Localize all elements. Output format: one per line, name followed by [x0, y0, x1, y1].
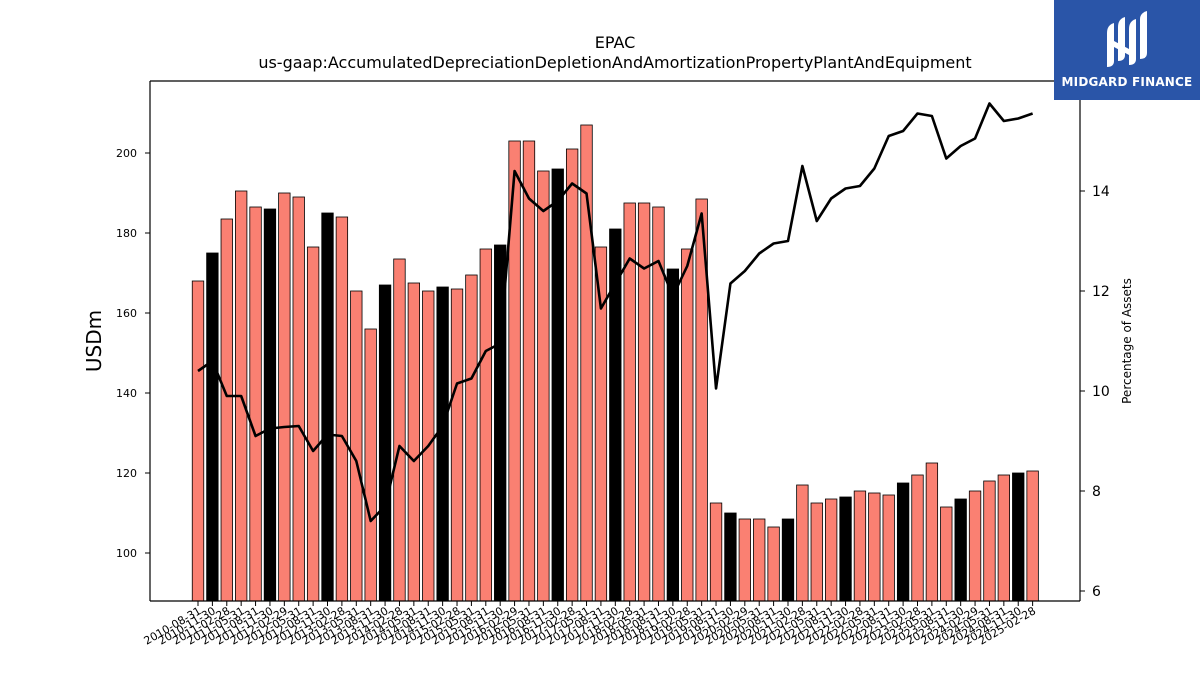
- chart-title: EPAC: [595, 33, 636, 52]
- bar: [335, 216, 349, 602]
- y-tick-label: 120: [116, 467, 137, 480]
- percentage-line: [197, 102, 1034, 523]
- y2-tick-label: 12: [1092, 284, 1110, 300]
- bar: [364, 328, 377, 602]
- bar: [1026, 470, 1039, 602]
- bar: [450, 288, 464, 602]
- bar: [911, 474, 924, 602]
- line-group: [197, 102, 1034, 523]
- bar: [350, 290, 363, 602]
- bar: [479, 248, 492, 602]
- bar: [997, 474, 1010, 602]
- bar: [407, 282, 421, 602]
- y-tick-label: 160: [116, 307, 137, 320]
- midgard-finance-logo-icon: [1107, 11, 1147, 67]
- bar: [983, 480, 996, 602]
- bar: [753, 518, 766, 602]
- bar: [393, 258, 406, 602]
- bar: [278, 192, 291, 602]
- bar: [220, 218, 233, 602]
- bar: [709, 502, 723, 602]
- y-axis-label: USDm: [82, 310, 106, 372]
- bar: [652, 206, 665, 602]
- bar: [781, 518, 795, 602]
- logo-text: MIDGARD FINANCE: [1061, 75, 1193, 89]
- chart-subtitle: us-gaap:AccumulatedDepreciationDepletion…: [258, 53, 971, 72]
- y-tick-label: 140: [116, 387, 137, 400]
- bar: [522, 140, 536, 602]
- bar: [738, 518, 751, 602]
- bar: [666, 268, 680, 602]
- bar: [321, 212, 334, 602]
- bar: [681, 248, 694, 602]
- bar: [954, 498, 967, 602]
- bar: [537, 170, 550, 602]
- bar: [292, 196, 305, 602]
- y-tick-label: 200: [116, 147, 137, 160]
- bar: [306, 246, 320, 602]
- bar: [436, 286, 449, 602]
- bar: [551, 168, 564, 602]
- y2-axis-label: Percentage of Assets: [1120, 278, 1134, 404]
- axes-group: [149, 80, 1081, 602]
- bar: [810, 502, 823, 602]
- bar: [796, 484, 809, 602]
- bar: [825, 498, 838, 602]
- y2-tick-label: 8: [1092, 484, 1101, 500]
- y2-tick-label: 6: [1092, 584, 1101, 600]
- bar: [839, 496, 852, 602]
- bar: [263, 208, 277, 602]
- y2-tick-label: 14: [1092, 184, 1110, 200]
- midgard-finance-logo: MIDGARD FINANCE: [1054, 0, 1200, 100]
- bar: [249, 206, 262, 602]
- bars-group: [191, 124, 1039, 602]
- bar: [565, 148, 579, 602]
- y2-tick-label: 10: [1092, 384, 1110, 400]
- bar: [465, 274, 478, 602]
- bar: [968, 490, 982, 602]
- bar: [767, 526, 780, 602]
- bar: [724, 512, 737, 602]
- bar: [378, 284, 392, 602]
- y2-ticks-group: 6 8 10 12 14: [1080, 184, 1110, 600]
- bar: [868, 492, 881, 602]
- bar: [1012, 472, 1025, 602]
- bar: [637, 202, 651, 602]
- bar: [191, 280, 205, 602]
- bar: [940, 506, 953, 602]
- bar: [896, 482, 910, 602]
- y-tick-label: 180: [116, 227, 137, 240]
- y-tick-label: 100: [116, 547, 137, 560]
- bar: [882, 494, 895, 602]
- y-ticks-group: 100 120 140 160 180 200: [116, 147, 150, 560]
- bar: [853, 490, 867, 602]
- x-ticks-group: 2010-08-312010-11-302011-02-282011-05-31…: [142, 601, 1038, 648]
- bar: [925, 462, 939, 602]
- bar: [206, 252, 219, 602]
